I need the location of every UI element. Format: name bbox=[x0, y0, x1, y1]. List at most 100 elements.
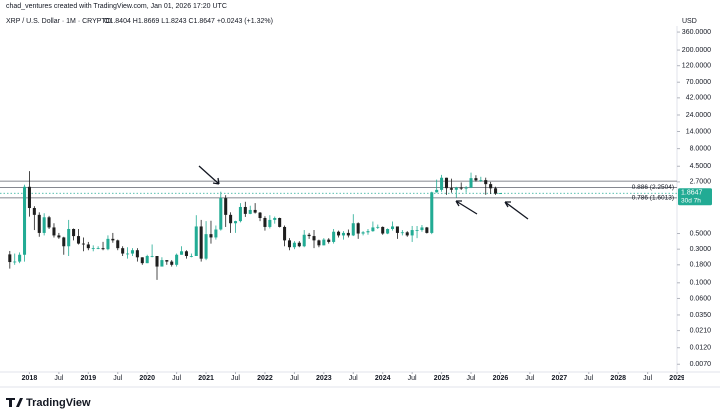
candle-body bbox=[317, 240, 321, 246]
candle-body bbox=[400, 232, 404, 234]
y-tick-label: 0.1800 bbox=[690, 262, 712, 269]
candle-body bbox=[498, 193, 502, 195]
x-tick-label: Jul bbox=[231, 375, 240, 382]
candle-body bbox=[302, 234, 306, 247]
candle-body bbox=[459, 187, 463, 189]
x-tick-label: Jul bbox=[643, 375, 652, 382]
candle-body bbox=[390, 226, 395, 229]
candle-body bbox=[405, 232, 409, 236]
candle-body bbox=[351, 223, 355, 236]
candle-body bbox=[145, 256, 149, 264]
candle-body bbox=[165, 260, 169, 262]
candle-body bbox=[312, 236, 316, 241]
chart-title: chad_ventures created with TradingView.c… bbox=[6, 3, 227, 10]
x-tick-label: 2026 bbox=[493, 375, 509, 382]
candle-body bbox=[121, 248, 125, 254]
candle-body bbox=[13, 261, 17, 263]
candle-body bbox=[37, 214, 41, 233]
candle-body bbox=[135, 250, 139, 258]
candle-body bbox=[150, 256, 154, 257]
candle-body bbox=[307, 234, 311, 237]
y-tick-label: 0.0210 bbox=[690, 327, 712, 334]
candle-body bbox=[204, 234, 208, 259]
candle-body bbox=[278, 218, 282, 227]
logo-mark bbox=[6, 398, 23, 407]
symbol: XRP / U.S. Dollar · 1M · CRYPTO bbox=[6, 18, 112, 25]
arrow bbox=[455, 200, 478, 215]
x-tick-label: 2028 bbox=[610, 375, 626, 382]
candle-body bbox=[57, 235, 61, 238]
y-tick-label: 0.0350 bbox=[690, 312, 712, 319]
candle-body bbox=[454, 187, 458, 190]
candle-body bbox=[209, 234, 213, 238]
candle-body bbox=[76, 236, 81, 244]
candle-body bbox=[27, 186, 31, 209]
x-tick-label: 2019 bbox=[81, 375, 97, 382]
arrow bbox=[504, 201, 529, 220]
y-tick-label: 0.1000 bbox=[690, 280, 712, 287]
candle-body bbox=[376, 226, 380, 228]
x-tick-label: 2025 bbox=[434, 375, 450, 382]
y-tick-label: 200.0000 bbox=[682, 47, 711, 54]
candle-body bbox=[111, 238, 115, 241]
y-tick-label: 0.0120 bbox=[690, 345, 712, 352]
candle-body bbox=[253, 209, 257, 213]
candle-body bbox=[52, 227, 56, 236]
candle-body bbox=[224, 198, 228, 215]
annotation-arrows bbox=[198, 165, 529, 220]
y-tick-label: 8.0000 bbox=[690, 145, 712, 152]
candle-body bbox=[184, 251, 188, 257]
x-tick-label: Jul bbox=[113, 375, 122, 382]
candle-body bbox=[361, 232, 365, 234]
candle-body bbox=[444, 177, 449, 189]
candle-body bbox=[464, 187, 468, 189]
x-tick-label: Jul bbox=[525, 375, 534, 382]
x-tick-label: 2023 bbox=[316, 375, 332, 382]
candle-body bbox=[474, 178, 478, 181]
candle-body bbox=[101, 248, 105, 250]
candle-body bbox=[214, 229, 218, 238]
x-tick-label: 2029 bbox=[669, 375, 685, 382]
candle-body bbox=[479, 180, 483, 181]
candle-body bbox=[297, 242, 301, 247]
candle-body bbox=[86, 244, 90, 249]
candle-body bbox=[23, 186, 27, 255]
candle-body bbox=[243, 206, 247, 214]
candle-body bbox=[233, 221, 238, 224]
candle-body bbox=[258, 212, 262, 219]
candle-body bbox=[263, 218, 267, 227]
price-badge bbox=[678, 188, 712, 206]
y-tick-label: 70.0000 bbox=[686, 79, 711, 86]
price-badge-value: 1.8647 bbox=[681, 190, 703, 197]
time-axis: 2018 Jul 2019 Jul 2020 Jul 2021 Jul 2022 Jul 2023 J… bbox=[22, 372, 685, 382]
y-tick-label: 42.0000 bbox=[686, 95, 711, 102]
candle-body bbox=[494, 188, 498, 194]
candle-body bbox=[484, 180, 488, 185]
candle-body bbox=[425, 227, 429, 233]
candle-body bbox=[62, 237, 66, 247]
candle-body bbox=[410, 230, 414, 236]
candle-body bbox=[469, 178, 473, 188]
candle-body bbox=[327, 239, 331, 242]
candle-body bbox=[8, 254, 12, 263]
candle-body bbox=[126, 253, 130, 255]
candle-body bbox=[32, 208, 36, 215]
level-label: 0.786 (1.6013) bbox=[632, 195, 674, 202]
x-tick-label: 2022 bbox=[257, 375, 273, 382]
price-badge-countdown: 30d 7h bbox=[681, 197, 701, 204]
plot-area bbox=[0, 171, 677, 280]
candle-body bbox=[337, 231, 341, 236]
candle-body bbox=[130, 250, 134, 254]
x-tick-label: 2027 bbox=[552, 375, 568, 382]
candle-body bbox=[42, 217, 46, 233]
y-tick-label: 0.3000 bbox=[690, 246, 712, 253]
candle-body bbox=[189, 256, 193, 257]
candle-body bbox=[116, 240, 120, 249]
candle-body bbox=[160, 260, 164, 267]
candle-body bbox=[67, 228, 71, 247]
brand: TradingView bbox=[26, 397, 91, 409]
y-tick-label: 0.5000 bbox=[690, 230, 712, 237]
candle-body bbox=[47, 217, 51, 228]
candle-body bbox=[18, 254, 22, 262]
